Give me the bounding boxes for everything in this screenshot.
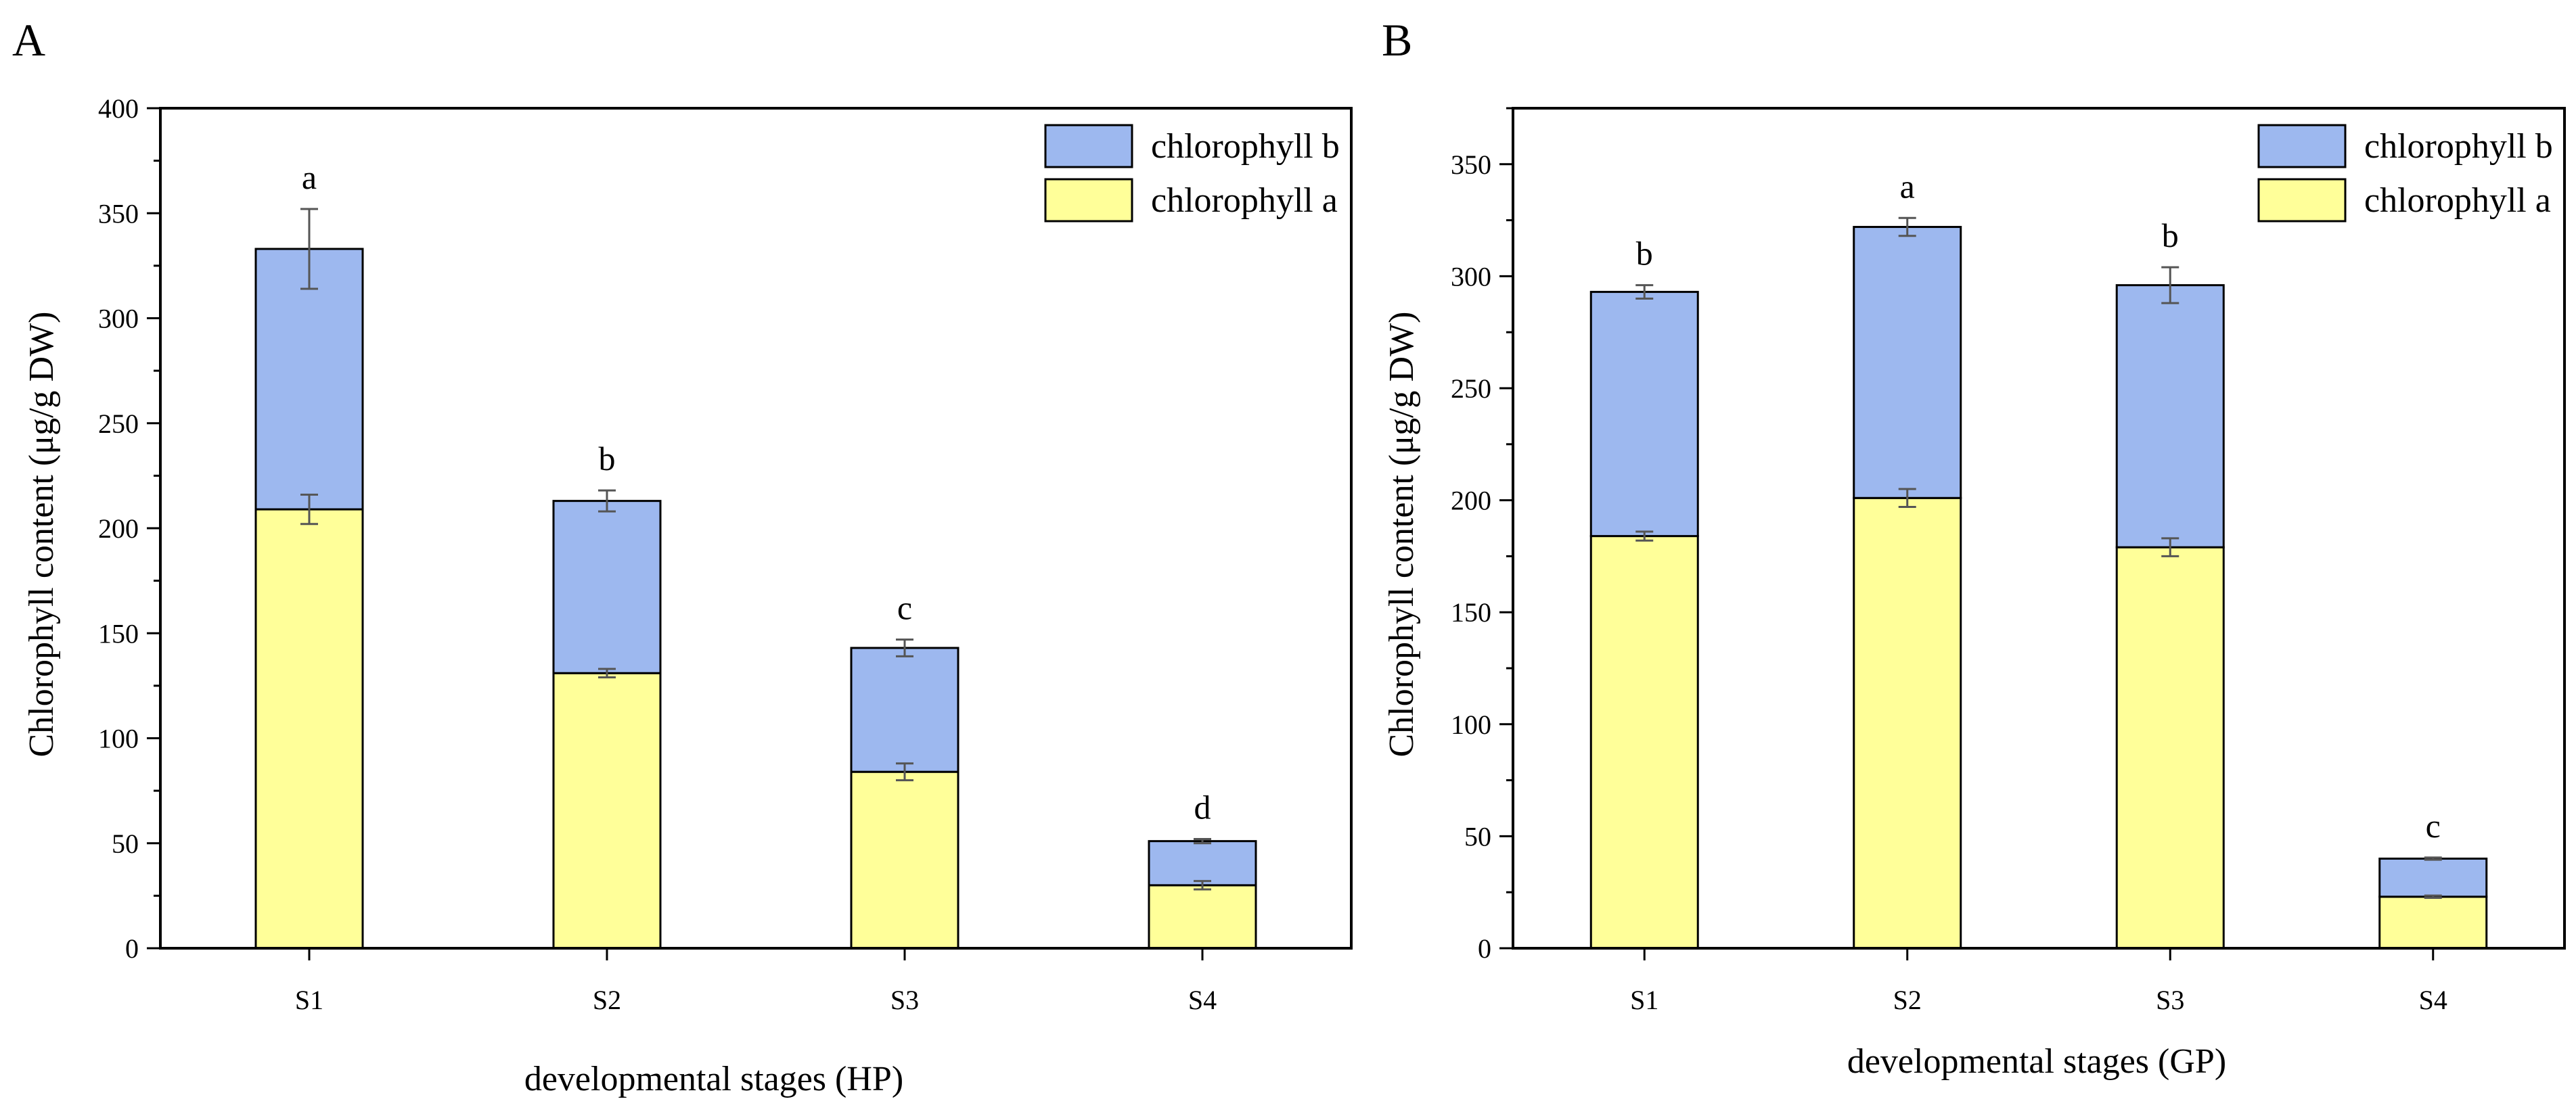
axes: S1 S2 S3 S4 0 50 100 150 200 250 300 350 400 bbox=[98, 93, 1353, 1015]
y-tick-label-50: 50 bbox=[1464, 821, 1491, 852]
y-tick-label-100: 100 bbox=[1451, 709, 1491, 740]
plot-frame bbox=[159, 107, 1353, 950]
significance-letter-S3: c bbox=[897, 589, 912, 627]
legend: chlorophyll b chlorophyll a bbox=[1044, 124, 1340, 223]
legend-label-chlorophyll-a: chlorophyll a bbox=[1151, 181, 1338, 220]
y-tick-label-250: 250 bbox=[1451, 373, 1491, 404]
y-tick-label-150: 150 bbox=[98, 618, 139, 649]
bar-chlorophyll-a-S1 bbox=[254, 508, 364, 950]
bar-chlorophyll-b-S2 bbox=[1853, 226, 1962, 499]
y-tick-label-150: 150 bbox=[1451, 597, 1491, 628]
y-tick-label-250: 250 bbox=[98, 409, 139, 439]
bar-chlorophyll-a-S2 bbox=[552, 672, 662, 950]
bar-chlorophyll-b-S4 bbox=[2378, 858, 2488, 898]
legend-label-chlorophyll-b: chlorophyll b bbox=[2364, 127, 2553, 166]
y-tick-label-50: 50 bbox=[112, 829, 139, 859]
y-tick-label-300: 300 bbox=[1451, 261, 1491, 292]
significance-letter-S1: b bbox=[1636, 235, 1653, 273]
bar-chlorophyll-a-S3 bbox=[850, 770, 959, 950]
significance-letter-S1: a bbox=[302, 158, 317, 196]
bar-chlorophyll-b-S1 bbox=[1589, 291, 1699, 538]
legend: chlorophyll b chlorophyll a bbox=[2257, 124, 2553, 223]
x-axis-title: developmental stages (HP) bbox=[524, 1060, 903, 1098]
y-tick-label-350: 350 bbox=[98, 198, 139, 229]
bar-chlorophyll-a-S2 bbox=[1853, 496, 1962, 950]
x-tick-label-S1: S1 bbox=[1630, 985, 1658, 1015]
bar-chlorophyll-b-S3 bbox=[2115, 284, 2225, 549]
significance-group: b a b c bbox=[1636, 167, 2441, 845]
legend-swatch-chlorophyll-a bbox=[1044, 178, 1133, 223]
x-tick-label-S2: S2 bbox=[593, 985, 621, 1015]
significance-letter-S4: d bbox=[1194, 789, 1211, 826]
bar-chlorophyll-b-S3 bbox=[850, 647, 959, 773]
y-tick-label-200: 200 bbox=[98, 513, 139, 544]
error-bar-group bbox=[1635, 216, 2442, 899]
x-tick-label-S3: S3 bbox=[2156, 985, 2184, 1015]
error-bar-group bbox=[300, 208, 1211, 891]
x-axis-title: developmental stages (GP) bbox=[1847, 1042, 2226, 1081]
x-tick-label-S3: S3 bbox=[890, 985, 919, 1015]
significance-group: a b c d bbox=[302, 158, 1211, 826]
legend-swatch-chlorophyll-b bbox=[2257, 124, 2347, 168]
bar-chlorophyll-b-S2 bbox=[552, 500, 662, 674]
bar-chlorophyll-a-S3 bbox=[2115, 546, 2225, 950]
significance-letter-S3: b bbox=[2162, 216, 2179, 254]
legend-label-chlorophyll-a: chlorophyll a bbox=[2364, 181, 2551, 220]
y-tick-label-350: 350 bbox=[1451, 149, 1491, 180]
y-tick-label-400: 400 bbox=[98, 93, 139, 124]
x-tick-label-S1: S1 bbox=[295, 985, 323, 1015]
significance-letter-S2: a bbox=[1900, 167, 1915, 205]
significance-letter-S2: b bbox=[599, 440, 616, 478]
panel-label: A bbox=[12, 14, 45, 66]
bar-chlorophyll-a-S4 bbox=[2378, 895, 2488, 950]
chart-panel-b: B developmental stages (GP) Chlorophyll … bbox=[1382, 14, 2566, 1081]
y-tick-label-300: 300 bbox=[98, 304, 139, 334]
x-tick-label-S4: S4 bbox=[1188, 985, 1217, 1015]
bar-chlorophyll-a-S1 bbox=[1589, 535, 1699, 950]
legend-swatch-chlorophyll-a bbox=[2257, 178, 2347, 223]
y-axis-title: Chlorophyll content (μg/g DW) bbox=[22, 312, 61, 758]
plot-frame bbox=[1512, 107, 2566, 950]
significance-letter-S4: c bbox=[2426, 807, 2441, 845]
x-tick-label-S2: S2 bbox=[1893, 985, 1922, 1015]
legend-swatch-chlorophyll-b bbox=[1044, 124, 1133, 168]
y-tick-label-200: 200 bbox=[1451, 486, 1491, 516]
bar-group bbox=[1589, 226, 2488, 950]
bar-chlorophyll-b-S4 bbox=[1148, 840, 1257, 887]
y-tick-label-100: 100 bbox=[98, 724, 139, 754]
chart-panel-a: A developmental stages (HP) Chlorophyll … bbox=[12, 14, 1353, 1098]
x-tick-label-S4: S4 bbox=[2419, 985, 2447, 1015]
y-tick-label-0: 0 bbox=[125, 933, 139, 964]
legend-label-chlorophyll-b: chlorophyll b bbox=[1151, 127, 1340, 166]
y-tick-label-0: 0 bbox=[1478, 933, 1491, 964]
bar-group bbox=[254, 248, 1257, 950]
axes: S1 S2 S3 S4 0 50 100 150 200 250 300 350 bbox=[1451, 107, 2566, 1015]
y-axis-title: Chlorophyll content (μg/g DW) bbox=[1382, 312, 1421, 758]
bar-chlorophyll-a-S4 bbox=[1148, 884, 1257, 950]
panel-label: B bbox=[1382, 14, 1412, 66]
